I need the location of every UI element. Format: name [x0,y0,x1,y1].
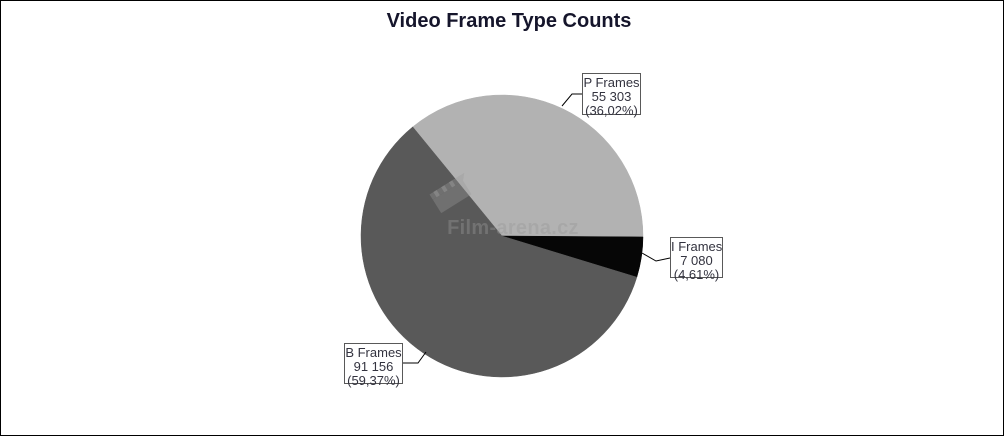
svg-text:Film-arena.cz: Film-arena.cz [447,217,579,239]
